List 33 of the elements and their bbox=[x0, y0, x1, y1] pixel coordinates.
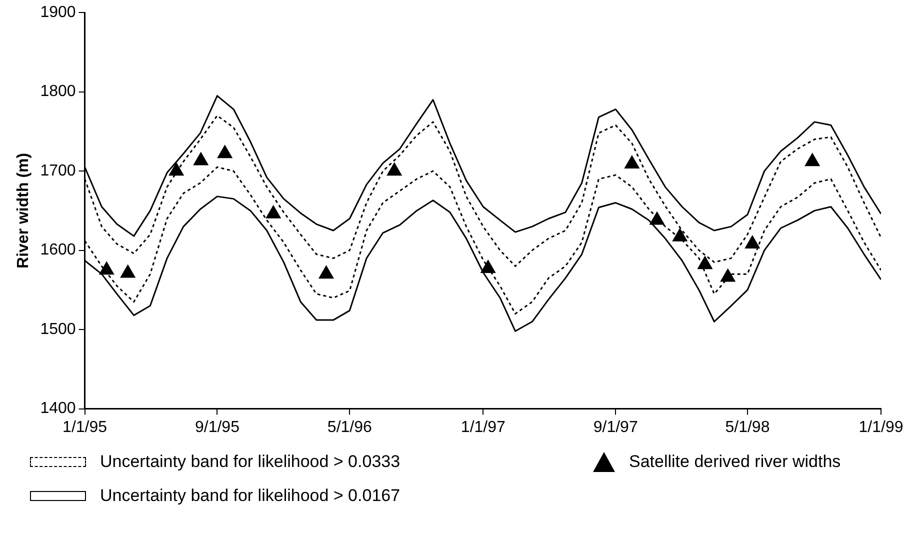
x-tick-label: 1/1/99 bbox=[858, 418, 904, 436]
point bbox=[698, 256, 712, 270]
x-tick-label: 5/1/96 bbox=[327, 418, 372, 436]
point bbox=[672, 228, 688, 242]
point bbox=[99, 262, 114, 275]
x-tick-label: 9/1/95 bbox=[194, 418, 240, 436]
point bbox=[217, 145, 232, 158]
point bbox=[624, 155, 640, 168]
point bbox=[386, 162, 402, 176]
y-tick-label: 1400 bbox=[40, 400, 76, 418]
point bbox=[480, 260, 496, 274]
x-tick-label: 1/1/95 bbox=[62, 418, 108, 436]
point bbox=[650, 212, 664, 225]
point bbox=[318, 266, 334, 279]
point bbox=[804, 153, 820, 166]
point bbox=[744, 235, 760, 248]
y-tick-label: 1600 bbox=[40, 242, 76, 259]
y-tick-label: 1800 bbox=[40, 83, 76, 100]
y-axis-title: River width (m) bbox=[15, 152, 32, 268]
legend-label: Uncertainty band for likelihood > 0.0333 bbox=[100, 452, 400, 472]
point bbox=[120, 264, 136, 278]
point bbox=[720, 268, 736, 282]
point bbox=[266, 205, 281, 218]
point bbox=[168, 162, 184, 176]
x-tick-label: 9/1/97 bbox=[593, 418, 638, 436]
y-tick-label: 1500 bbox=[40, 320, 76, 338]
x-tick-label: 5/1/98 bbox=[725, 418, 770, 436]
y-tick-label: 1900 bbox=[40, 4, 76, 22]
legend-label: Uncertainty band for likelihood > 0.0167 bbox=[100, 486, 400, 506]
legend-label: Satellite derived river widths bbox=[629, 452, 841, 472]
y-tick-label: 1700 bbox=[40, 162, 76, 180]
point bbox=[193, 152, 208, 166]
x-tick-label: 1/1/97 bbox=[460, 418, 506, 436]
